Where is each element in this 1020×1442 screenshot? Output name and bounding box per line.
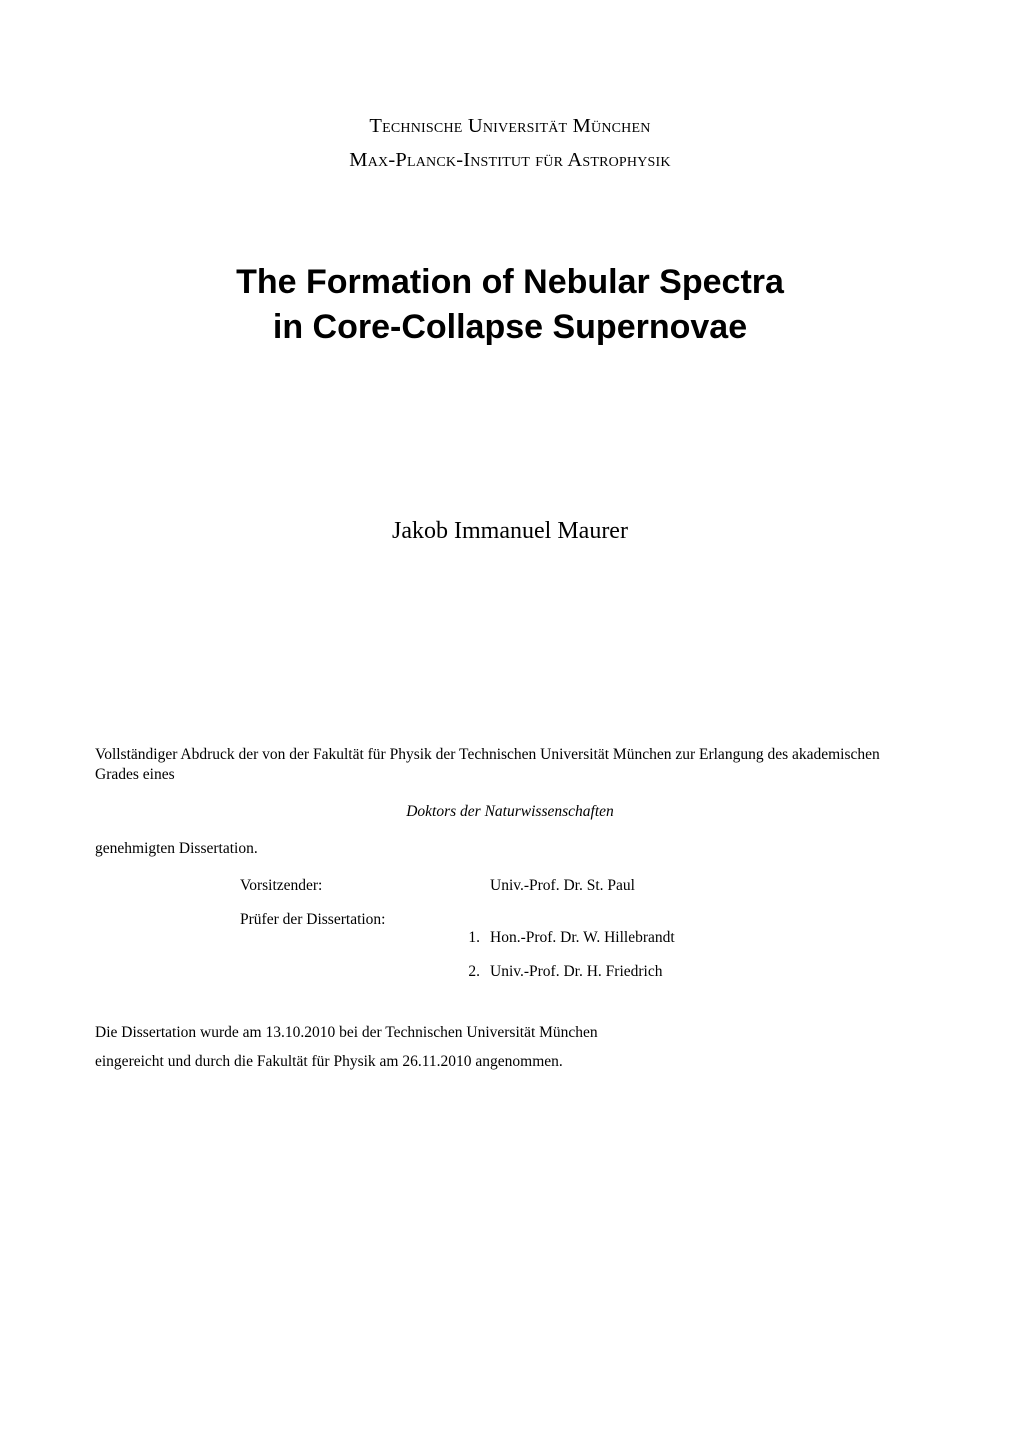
- examiner-num-1: 1.: [460, 929, 490, 947]
- chair-name: Univ.-Prof. Dr. St. Paul: [490, 877, 925, 895]
- submission-line-2: eingereicht und durch die Fakultät für P…: [95, 1048, 925, 1077]
- submission-block: Die Dissertation wurde am 13.10.2010 bei…: [95, 1019, 925, 1076]
- author-name: Jakob Immanuel Maurer: [95, 518, 925, 545]
- chair-num-spacer: [460, 877, 490, 895]
- institution-block: Technische Universität München Max-Planc…: [95, 110, 925, 178]
- abdruck-text: Vollständiger Abdruck der von der Fakult…: [95, 745, 925, 785]
- examiner-num-2: 2.: [460, 963, 490, 981]
- examiner-row-2: 2. Univ.-Prof. Dr. H. Friedrich: [240, 963, 925, 981]
- submission-line-1: Die Dissertation wurde am 13.10.2010 bei…: [95, 1019, 925, 1048]
- committee-block: Vorsitzender: Univ.-Prof. Dr. St. Paul P…: [95, 877, 925, 981]
- committee-examiners-label-row: Prüfer der Dissertation:: [240, 911, 925, 929]
- title-line-1: The Formation of Nebular Spectra: [95, 260, 925, 305]
- examiners-num-spacer: [460, 911, 490, 929]
- author-block: Jakob Immanuel Maurer: [95, 518, 925, 545]
- examiner-label-spacer-1: [240, 929, 460, 947]
- institution-line-1: Technische Universität München: [95, 110, 925, 144]
- degree-title: Doktors der Naturwissenschaften: [95, 803, 925, 821]
- examiners-label: Prüfer der Dissertation:: [240, 911, 460, 929]
- examiners-value-spacer: [490, 911, 925, 929]
- title-line-2: in Core-Collapse Supernovae: [95, 305, 925, 350]
- chair-label: Vorsitzender:: [240, 877, 460, 895]
- institution-line-2: Max-Planck-Institut für Astrophysik: [95, 144, 925, 178]
- examiner-row-1: 1. Hon.-Prof. Dr. W. Hillebrandt: [240, 929, 925, 947]
- genehmigt-text: genehmigten Dissertation.: [95, 839, 925, 859]
- title-block: The Formation of Nebular Spectra in Core…: [95, 260, 925, 350]
- examiner-label-spacer-2: [240, 963, 460, 981]
- committee-chair-row: Vorsitzender: Univ.-Prof. Dr. St. Paul: [240, 877, 925, 895]
- examiner-name-2: Univ.-Prof. Dr. H. Friedrich: [490, 963, 925, 981]
- examiner-name-1: Hon.-Prof. Dr. W. Hillebrandt: [490, 929, 925, 947]
